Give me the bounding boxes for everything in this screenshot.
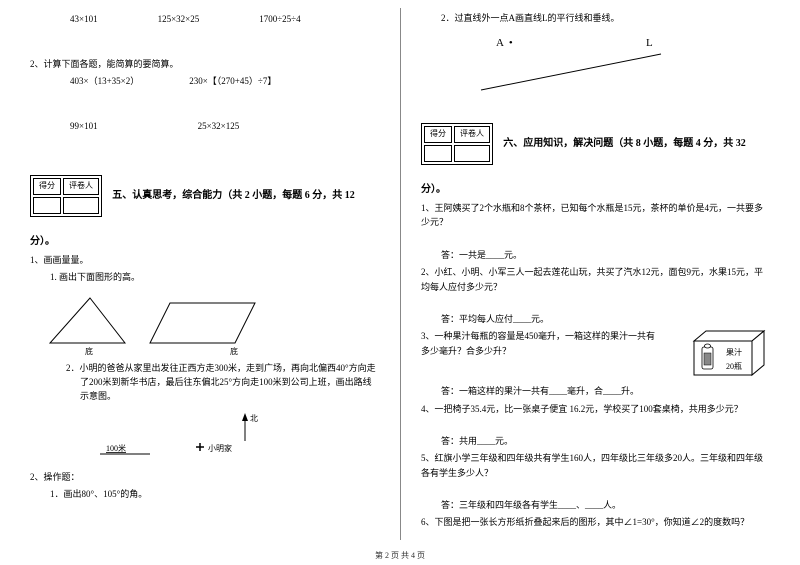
answer-4: 答：共用____元。: [421, 434, 770, 448]
direction-svg: 北 100米 小明家: [70, 407, 330, 467]
score-box: 得分 评卷人: [421, 123, 493, 165]
answer-3: 答：一箱这样的果汁一共有____毫升，合____升。: [421, 384, 770, 398]
answer-2: 答：平均每人应付____元。: [421, 312, 770, 326]
section5-title2: 分）。: [30, 236, 55, 247]
answer-5: 答：三年级和四年级各有学生____、____人。: [421, 498, 770, 512]
para-base-label: 底: [230, 346, 238, 356]
expr: 99×101: [70, 119, 98, 133]
q2-caozuo: 2、操作题：: [30, 470, 380, 484]
section-6-header: 得分 评卷人 六、应用知识，解决问题（共 8 小题，每题 4 分，共 32: [421, 123, 770, 165]
expr: 25×32×125: [198, 119, 240, 133]
north-label: 北: [250, 414, 258, 423]
street-text: 2．小明的爸爸从家里出发往正西方走300米，走到广场，再向北偏西40°方向走了2…: [30, 361, 380, 404]
left-column: 43×101 125×32×25 1700÷25÷4 2、计算下面各题，能简算的…: [30, 8, 400, 540]
score-label: 得分: [424, 126, 452, 143]
section6-title: 六、应用知识，解决问题（共 8 小题，每题 4 分，共 32: [503, 138, 746, 149]
expr: 230×【（270+45）÷7】: [189, 74, 276, 88]
line-L-svg: A • L: [461, 28, 741, 100]
expr: 1700÷25÷4: [259, 14, 300, 24]
juice-label: 果汁: [726, 347, 742, 357]
shapes-svg: 底 底: [30, 288, 290, 358]
grader-label: 评卷人: [63, 178, 99, 195]
point-A-label: A •: [496, 37, 513, 49]
problem-4: 4、一把椅子35.4元，比一张桌子便宜 16.2元，学校买了100套桌椅，共用多…: [421, 402, 770, 416]
problem-3: 3、一种果汁每瓶的容量是450毫升，一箱这样的果汁一共有多少毫升？合多少升？: [421, 329, 661, 358]
expr: 125×32×25: [158, 14, 200, 24]
problem-1: 1、王阿姨买了2个水瓶和8个茶杯，已知每个水瓶是15元，茶杯的单价是4元，一共要…: [421, 201, 770, 230]
section5-title: 五、认真思考，综合能力（共 2 小题，每题 6 分，共 12: [112, 190, 355, 201]
expr: 403×（13+35×2）: [70, 74, 139, 88]
page-footer: 第 2 页 共 4 页: [0, 550, 800, 561]
problem-5: 5、红旗小学三年级和四年级共有学生160人，四年级比三年级多20人。三年级和四年…: [421, 451, 770, 480]
score-box: 得分 评卷人: [30, 175, 102, 217]
answer-1: 答：一共是____元。: [421, 248, 770, 262]
grader-label: 评卷人: [454, 126, 490, 143]
line-L-label: L: [646, 37, 653, 49]
q1-title: 1、画画量量。: [30, 253, 380, 267]
section-5-header: 得分 评卷人 五、认真思考，综合能力（共 2 小题，每题 6 分，共 12: [30, 175, 380, 217]
tri-base-label: 底: [85, 346, 93, 356]
q2-sub1: 1．画出80°、105°的角。: [30, 487, 380, 501]
expr-row-1: 43×101 125×32×25 1700÷25÷4: [30, 14, 380, 24]
parallelogram-shape: [150, 303, 255, 343]
home-label: 小明家: [208, 443, 232, 453]
q2-title: 2、计算下面各题，能简算的要简算。: [30, 57, 380, 71]
section6-title2: 分）。: [421, 184, 446, 195]
right-column: 2．过直线外一点A画直线L的平行线和垂线。 A • L 得分 评卷人 六、应用知…: [400, 8, 770, 540]
problem-2: 2、小红、小明、小军三人一起去莲花山玩，共买了汽水12元，面包9元，水果15元，…: [421, 265, 770, 294]
triangle-shape: [50, 298, 125, 343]
problem-6: 6、下图是把一张长方形纸折叠起来后的图形，其中∠1=30°，你知道∠2的度数吗？: [421, 515, 770, 529]
score-label: 得分: [33, 178, 61, 195]
q1-sub1: 1. 画出下面图形的高。: [30, 270, 380, 284]
expr: 43×101: [70, 14, 98, 24]
scale-label: 100米: [106, 443, 126, 453]
r-q2-title: 2．过直线外一点A画直线L的平行线和垂线。: [421, 11, 770, 25]
juice-box-svg: 果汁 20瓶: [684, 329, 770, 379]
bottle-count: 20瓶: [726, 361, 742, 371]
